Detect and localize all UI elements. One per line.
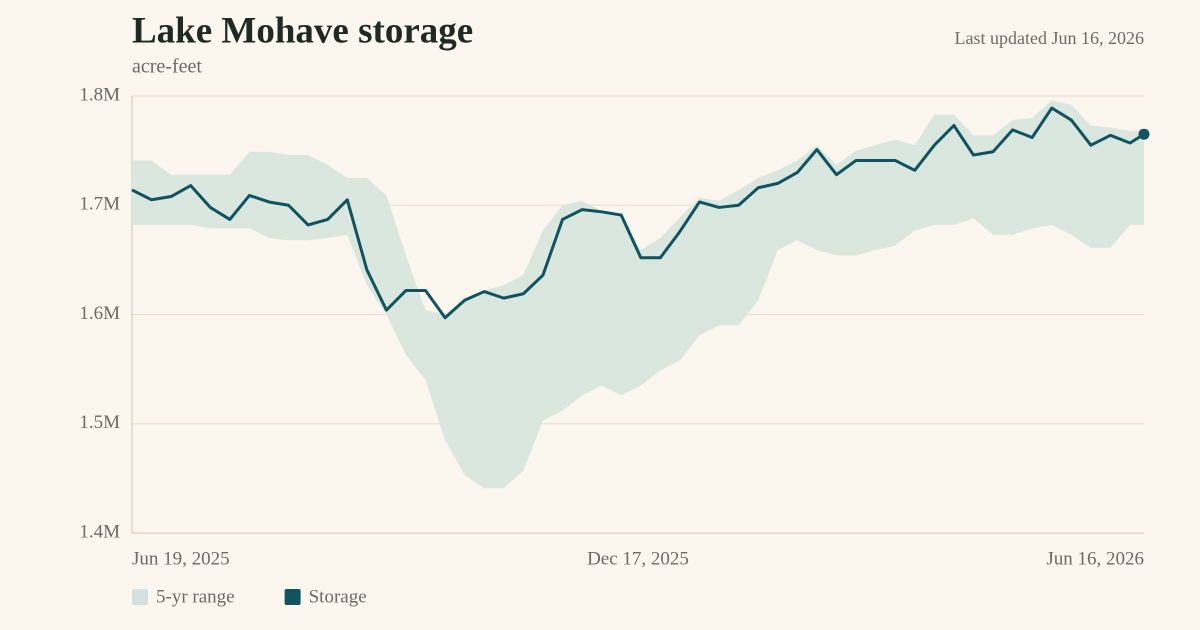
y-tick-label: 1.5M [79, 412, 120, 433]
legend-swatch [284, 589, 301, 605]
last-updated: Last updated Jun 16, 2026 [955, 28, 1144, 48]
storage-line [131, 106, 1145, 320]
x-tick-label: Dec 17, 2025 [587, 548, 689, 569]
chart-title: Lake Mohave storage [132, 10, 473, 51]
legend-swatch [132, 589, 148, 605]
y-tick-label: 1.4M [79, 521, 120, 542]
legend-label: 5-yr range [156, 586, 235, 607]
x-tick-label: Jun 16, 2026 [1046, 548, 1144, 569]
range-band [132, 100, 1144, 489]
legend-label: Storage [309, 586, 367, 607]
x-tick-label: Jun 19, 2025 [132, 548, 230, 569]
y-tick-label: 1.6M [79, 303, 120, 324]
last-point [1138, 128, 1150, 140]
y-tick-label: 1.7M [79, 194, 120, 215]
subtitle: acre-feet [132, 56, 202, 78]
y-tick-label: 1.8M [79, 84, 120, 105]
